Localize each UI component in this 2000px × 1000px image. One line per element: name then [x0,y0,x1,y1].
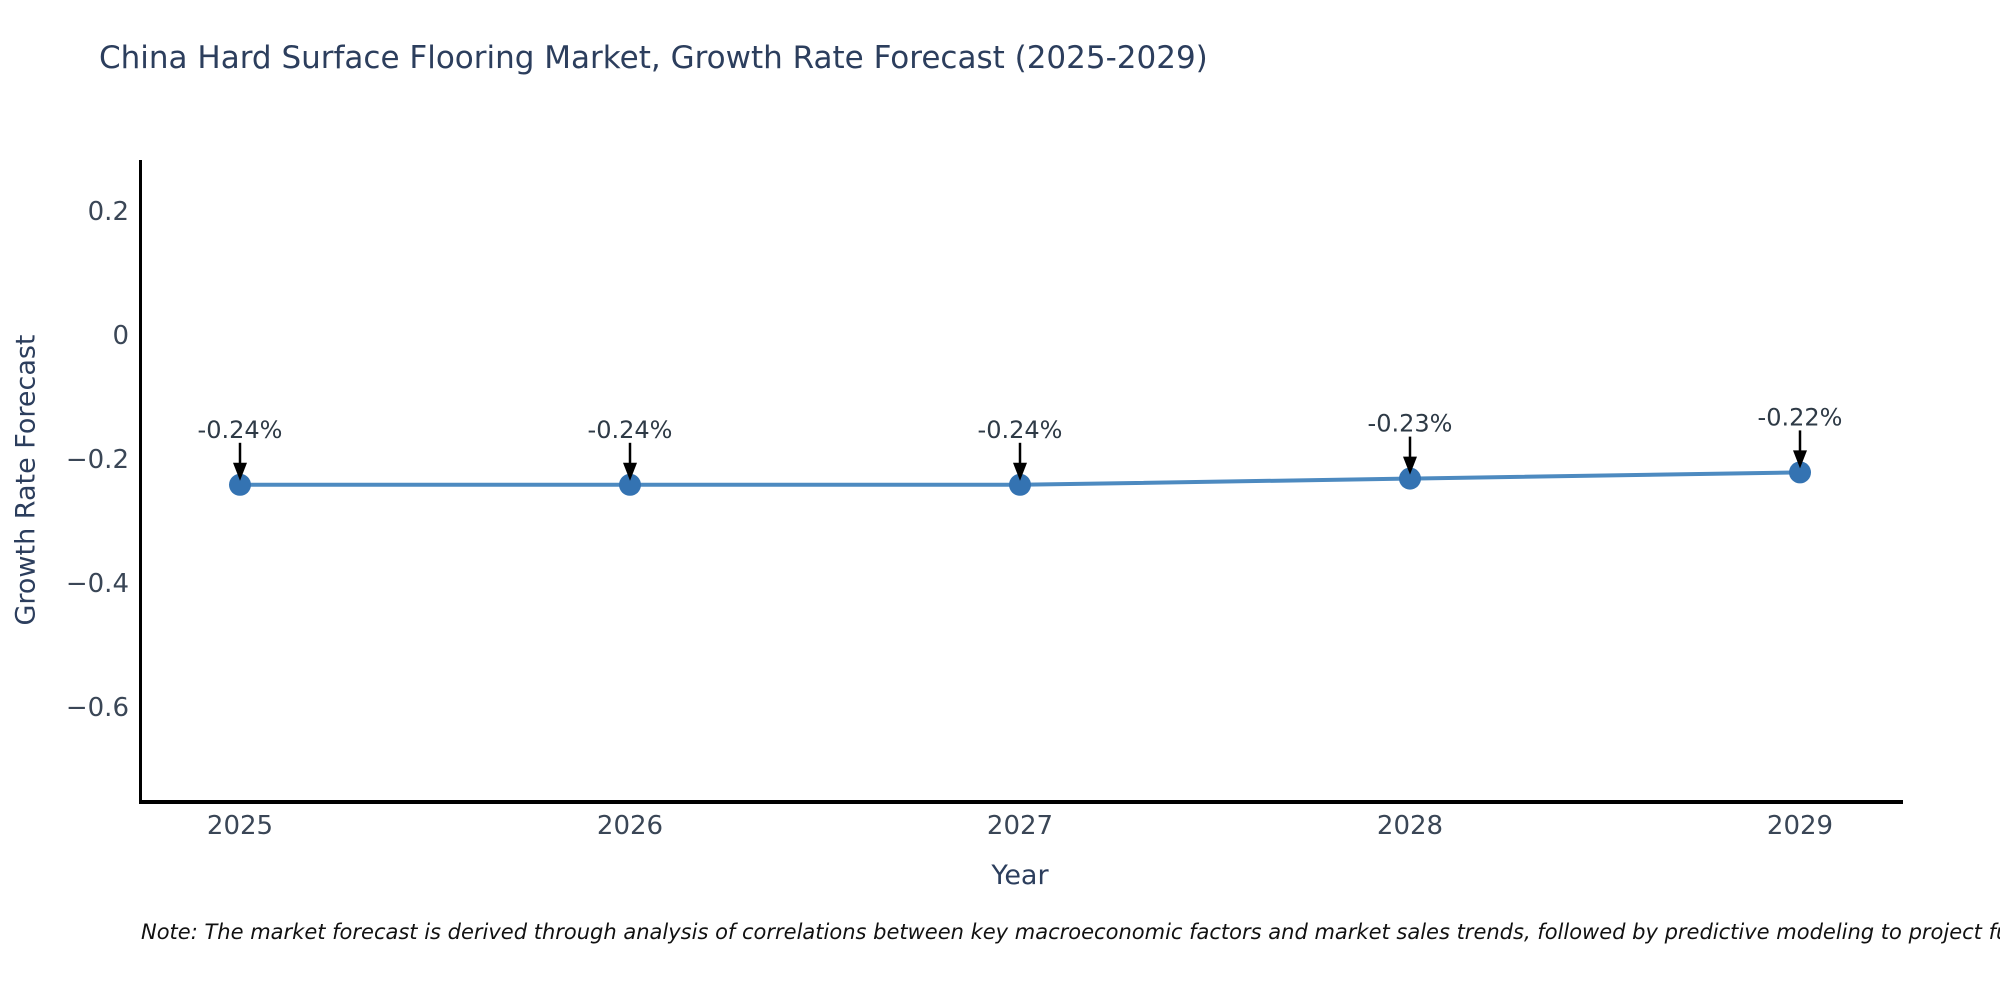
data-point-marker [1789,461,1811,484]
x-tick-label: 2027 [986,811,1054,841]
y-tick-label: 0 [112,321,129,351]
annotation-arrowhead [1403,456,1417,475]
annotation-arrowhead [623,462,637,481]
annotation-label: -0.24% [588,416,673,444]
x-axis-title: Year [991,860,1049,891]
y-tick-label: 0.2 [87,197,129,227]
data-point-marker [1009,473,1031,496]
data-point-marker [229,473,251,496]
data-point-marker [619,473,641,496]
annotation-arrowhead [233,462,247,481]
x-tick-label: 2029 [1766,811,1834,841]
x-tick-label: 2026 [596,811,664,841]
annotation-label: -0.22% [1758,403,1843,431]
chart-title: China Hard Surface Flooring Market, Grow… [99,40,1208,76]
y-tick-label: −0.4 [65,569,129,599]
methodology-note: Note: The market forecast is derived thr… [141,920,2000,944]
annotation-label: -0.24% [198,416,283,444]
data-point-marker [1399,467,1421,490]
annotation-arrowhead [1793,450,1807,469]
annotation-arrowhead [1013,462,1027,481]
y-tick-label: −0.2 [65,445,129,475]
y-tick-label: −0.6 [65,693,129,723]
annotation-label: -0.23% [1368,410,1453,438]
x-tick-label: 2028 [1376,811,1444,841]
x-tick-label: 2025 [206,811,274,841]
annotation-label: -0.24% [978,416,1063,444]
